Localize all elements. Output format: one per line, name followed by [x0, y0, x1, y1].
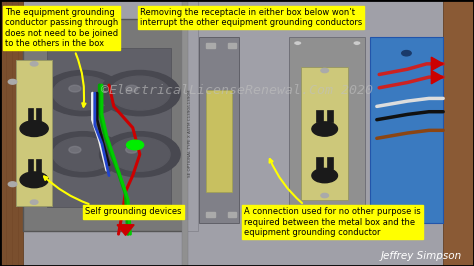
- Circle shape: [69, 146, 81, 153]
- Bar: [327, 157, 333, 169]
- Polygon shape: [431, 70, 443, 84]
- Bar: [36, 108, 40, 121]
- Bar: [206, 43, 215, 48]
- Circle shape: [20, 121, 48, 136]
- Circle shape: [100, 132, 180, 177]
- Text: The equipment grounding
conductor passing through
does not need to be joined
to : The equipment grounding conductor passin…: [5, 8, 118, 107]
- Circle shape: [294, 41, 301, 45]
- Circle shape: [126, 85, 138, 92]
- Circle shape: [20, 172, 48, 188]
- Bar: [370, 37, 443, 223]
- Bar: [228, 212, 236, 217]
- Text: A connection used for no other purpose is
required between the metal box and the: A connection used for no other purpose i…: [244, 159, 421, 237]
- Bar: [17, 60, 52, 206]
- Circle shape: [69, 85, 81, 92]
- Circle shape: [127, 140, 144, 150]
- Circle shape: [321, 68, 328, 73]
- Circle shape: [353, 41, 361, 45]
- Circle shape: [312, 122, 337, 136]
- Circle shape: [321, 193, 328, 198]
- Bar: [228, 43, 236, 48]
- Bar: [206, 90, 232, 192]
- Circle shape: [9, 182, 17, 187]
- Bar: [28, 108, 33, 121]
- Circle shape: [9, 79, 17, 84]
- Circle shape: [294, 217, 301, 221]
- Bar: [316, 157, 323, 169]
- Bar: [289, 37, 365, 223]
- Text: ©ElectricalLicenseRenewal.Com 2020: ©ElectricalLicenseRenewal.Com 2020: [101, 84, 373, 97]
- Bar: [182, 0, 188, 266]
- Text: Jeffrey Simpson: Jeffrey Simpson: [381, 251, 462, 261]
- Circle shape: [53, 76, 113, 110]
- Circle shape: [43, 70, 123, 116]
- Text: SE OPTIONAL TYPE X ASTM C1390/L1390M: SE OPTIONAL TYPE X ASTM C1390/L1390M: [188, 89, 192, 177]
- Bar: [36, 159, 40, 173]
- Bar: [327, 110, 333, 122]
- Bar: [443, 0, 474, 266]
- Bar: [199, 37, 239, 223]
- Circle shape: [30, 200, 38, 204]
- Bar: [301, 66, 348, 200]
- Circle shape: [30, 62, 38, 66]
- Bar: [206, 212, 215, 217]
- Text: Removing the receptacle in either box below won’t
interrupt the other equipment : Removing the receptacle in either box be…: [140, 8, 362, 27]
- Polygon shape: [431, 57, 443, 70]
- Bar: [182, 0, 198, 231]
- Circle shape: [312, 168, 337, 183]
- Bar: [28, 159, 33, 173]
- Circle shape: [53, 137, 113, 171]
- Bar: [0, 0, 23, 266]
- Bar: [23, 19, 184, 231]
- Circle shape: [353, 217, 361, 221]
- Circle shape: [100, 70, 180, 116]
- Circle shape: [126, 146, 138, 153]
- Circle shape: [109, 137, 170, 171]
- Circle shape: [402, 51, 411, 56]
- Bar: [316, 110, 323, 122]
- Circle shape: [43, 132, 123, 177]
- Circle shape: [109, 76, 170, 110]
- Polygon shape: [117, 225, 134, 235]
- Bar: [47, 48, 171, 207]
- Text: Self grounding devices: Self grounding devices: [44, 176, 182, 217]
